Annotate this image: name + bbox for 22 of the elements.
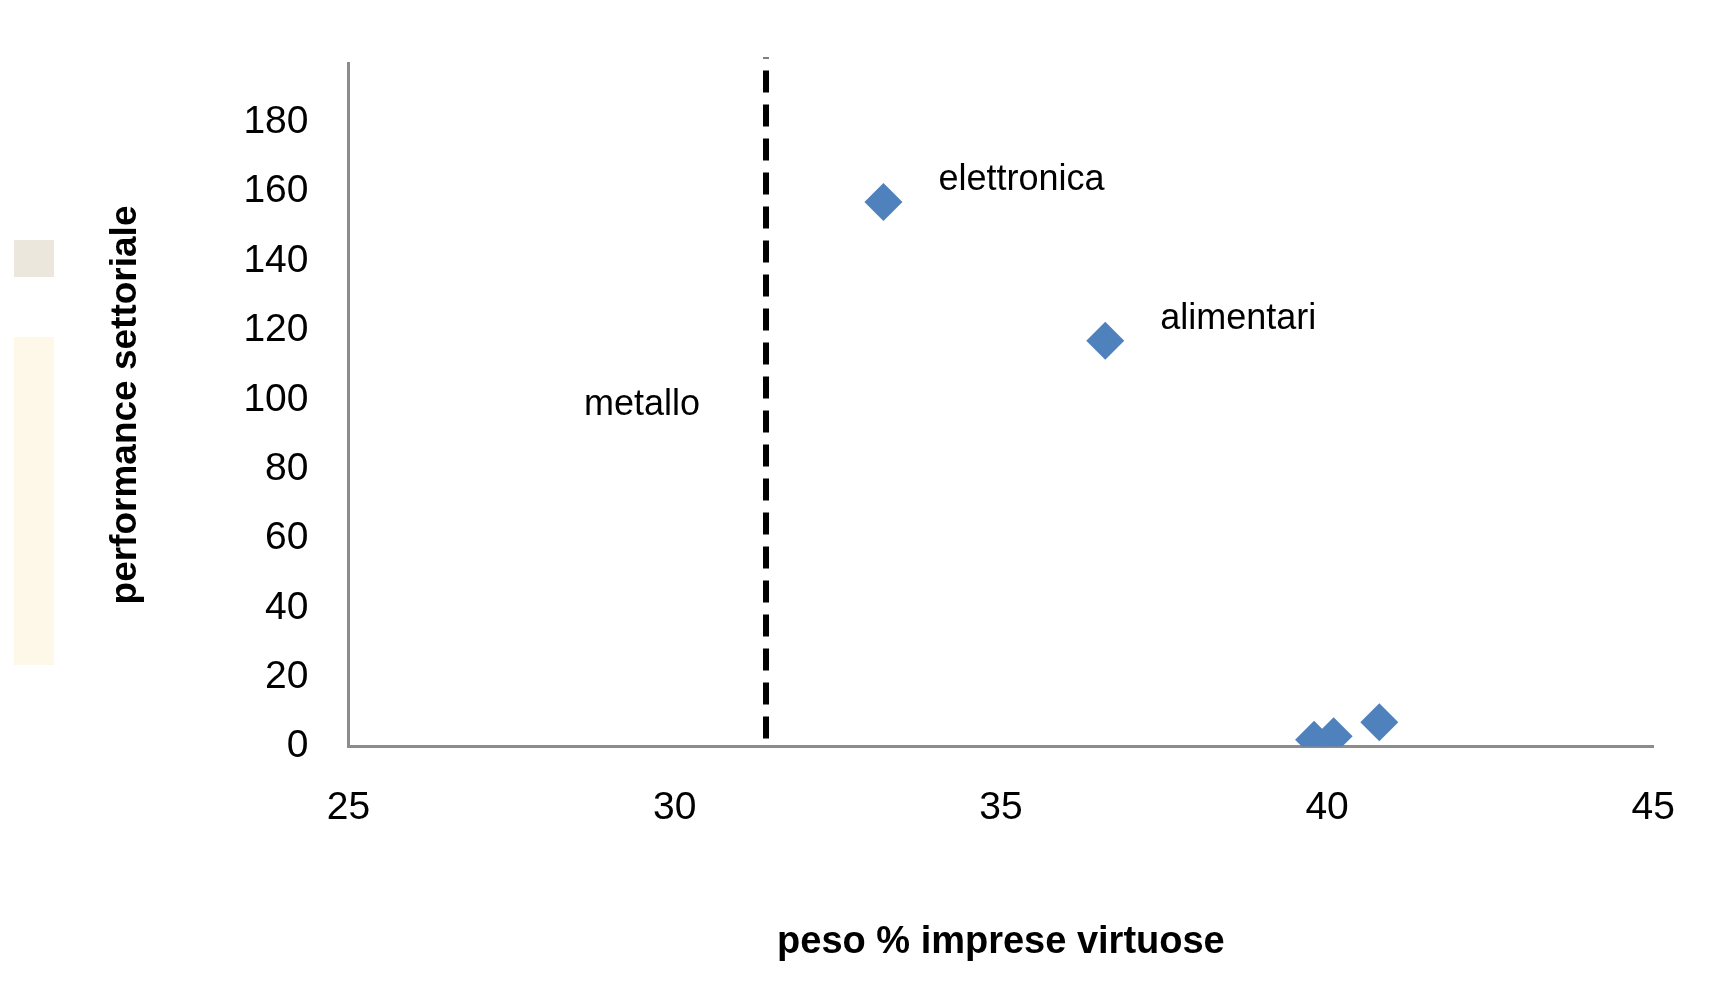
y-tick-label: 20 xyxy=(265,652,309,696)
y-tick-label: 40 xyxy=(265,583,309,627)
y-tick-label: 160 xyxy=(243,167,309,211)
y-tick-label: 60 xyxy=(265,514,309,558)
y-axis-title: performance settoriale xyxy=(103,205,145,605)
x-tick-label: 30 xyxy=(652,783,697,827)
x-axis-title: peso % imprese virtuose xyxy=(777,918,1225,961)
annotation: elettronica xyxy=(938,157,1106,199)
y-tick-label: 100 xyxy=(243,375,309,419)
point xyxy=(1086,321,1125,360)
point xyxy=(864,183,903,222)
y-tick-label: 0 xyxy=(286,722,309,766)
y-tick-label: 180 xyxy=(243,98,309,142)
y-tick-label: 140 xyxy=(243,236,309,280)
annotation: metallo xyxy=(584,381,701,423)
x-tick-label: 25 xyxy=(326,783,371,827)
annotation: alimentari xyxy=(1160,295,1317,337)
y-tick-label: 120 xyxy=(243,306,309,350)
x-tick-label: 40 xyxy=(1305,783,1349,827)
y-tick-label: 80 xyxy=(265,444,309,488)
x-tick-label: 45 xyxy=(1631,783,1676,827)
x-tick-label: 35 xyxy=(979,783,1023,827)
